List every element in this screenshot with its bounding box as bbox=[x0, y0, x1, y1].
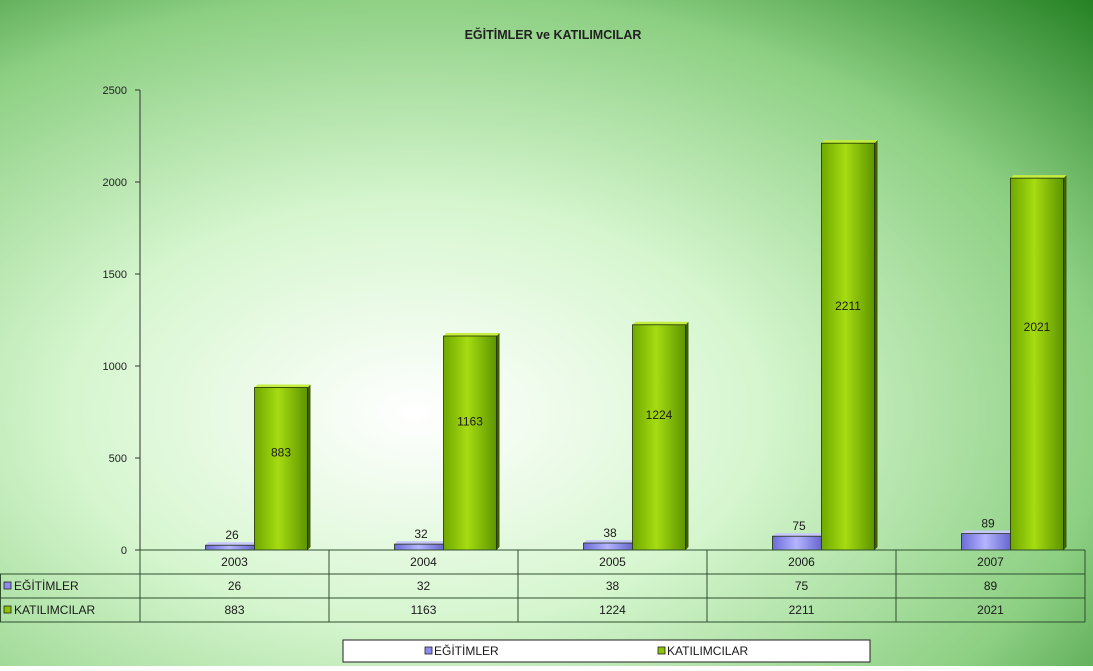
table-cell: 1163 bbox=[411, 603, 437, 617]
table-category-label: 2004 bbox=[410, 555, 437, 569]
bar-top bbox=[206, 542, 262, 545]
y-tick-label: 500 bbox=[109, 453, 127, 465]
bar-katilimcilar-2006 bbox=[822, 140, 878, 550]
data-label: 26 bbox=[225, 528, 239, 542]
bar bbox=[395, 544, 448, 550]
data-label: 1163 bbox=[457, 415, 483, 429]
bar-top bbox=[962, 531, 1018, 534]
bar bbox=[962, 534, 1015, 550]
table-cell: 2211 bbox=[789, 603, 815, 617]
bar-katilimcilar-2005 bbox=[633, 322, 689, 550]
legend-label: KATILIMCILAR bbox=[667, 644, 748, 658]
y-tick-label: 2500 bbox=[103, 85, 127, 97]
y-tick-label: 2000 bbox=[103, 177, 127, 189]
legend: EĞİTİMLER KATILIMCILAR bbox=[343, 640, 870, 662]
table-series-label: KATILIMCILAR bbox=[14, 603, 95, 617]
bar-egitimler-2006 bbox=[773, 533, 829, 550]
bar bbox=[584, 543, 637, 550]
bar bbox=[444, 336, 497, 550]
table-category-label: 2007 bbox=[977, 555, 1004, 569]
bar-side bbox=[308, 385, 311, 550]
table-category-label: 2005 bbox=[599, 555, 626, 569]
data-label: 32 bbox=[414, 527, 428, 541]
bar-top bbox=[633, 322, 689, 325]
y-tick-label: 1000 bbox=[103, 361, 127, 373]
bar-katilimcilar-2003 bbox=[255, 385, 311, 550]
data-label: 38 bbox=[603, 526, 617, 540]
bar bbox=[255, 388, 308, 550]
bar-egitimler-2003 bbox=[206, 542, 262, 550]
bar-side bbox=[875, 140, 878, 550]
table-cell: 75 bbox=[795, 579, 809, 593]
bar bbox=[633, 325, 686, 550]
bar-katilimcilar-2004 bbox=[444, 333, 500, 550]
bar-egitimler-2004 bbox=[395, 541, 451, 550]
bar-top bbox=[584, 540, 640, 543]
bar-side bbox=[1064, 175, 1067, 550]
legend-key bbox=[658, 647, 665, 654]
bar-top bbox=[255, 385, 311, 388]
table-category-label: 2003 bbox=[221, 555, 248, 569]
table-cell: 89 bbox=[984, 579, 998, 593]
table-cell: 2021 bbox=[977, 603, 1004, 617]
legend-key bbox=[425, 647, 432, 654]
bar-top bbox=[822, 140, 878, 143]
data-label: 89 bbox=[981, 517, 995, 531]
table-cell: 26 bbox=[228, 579, 242, 593]
bar-side bbox=[686, 322, 689, 550]
bar bbox=[206, 545, 259, 550]
y-tick-label: 0 bbox=[121, 545, 127, 557]
bar-top bbox=[444, 333, 500, 336]
table-cell: 1224 bbox=[599, 603, 626, 617]
table-cell: 32 bbox=[417, 579, 431, 593]
bar-side bbox=[497, 333, 500, 550]
legend-label: EĞİTİMLER bbox=[434, 643, 499, 658]
data-label: 75 bbox=[792, 519, 806, 533]
bar bbox=[773, 536, 826, 550]
y-tick-label: 1500 bbox=[103, 269, 127, 281]
table-cell: 38 bbox=[606, 579, 620, 593]
bar-egitimler-2005 bbox=[584, 540, 640, 550]
table-series-label: EĞİTİMLER bbox=[14, 578, 79, 593]
data-label: 2211 bbox=[835, 299, 861, 313]
data-label: 1224 bbox=[646, 408, 673, 422]
bar-egitimler-2007 bbox=[962, 531, 1018, 550]
bar bbox=[822, 143, 875, 550]
table-cell: 883 bbox=[224, 603, 244, 617]
bar-top bbox=[773, 533, 829, 536]
bar-katilimcilar-2007 bbox=[1011, 175, 1067, 550]
data-label: 2021 bbox=[1024, 320, 1051, 334]
chart-title: EĞİTİMLER ve KATILIMCILAR bbox=[465, 27, 642, 42]
bar bbox=[1011, 178, 1064, 550]
bar-top bbox=[1011, 175, 1067, 178]
bar-top bbox=[395, 541, 451, 544]
table-legend-key bbox=[4, 582, 11, 589]
data-label: 883 bbox=[271, 446, 291, 460]
legend-box bbox=[343, 640, 870, 662]
table-legend-key bbox=[4, 606, 11, 613]
table-category-label: 2006 bbox=[788, 555, 815, 569]
